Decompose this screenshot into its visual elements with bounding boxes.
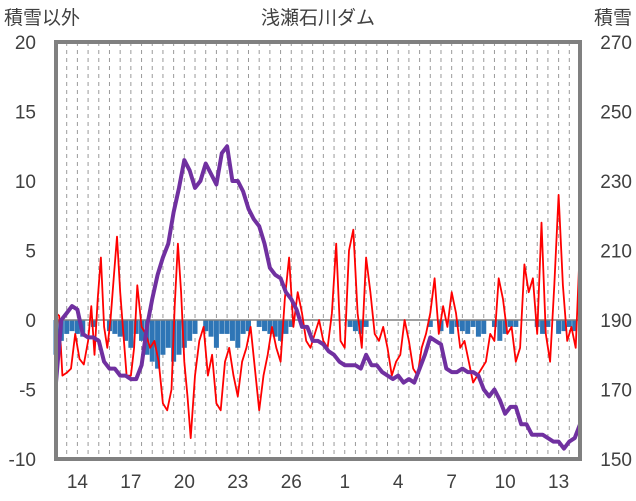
precipitation-bar (540, 320, 546, 334)
precipitation-bar (149, 320, 155, 362)
grid-lines (66, 42, 570, 459)
precipitation-bar (497, 320, 503, 341)
precipitation-bar (155, 320, 161, 369)
precipitation-bar (133, 320, 139, 334)
precipitation-bar (235, 320, 241, 348)
precipitation-bar (203, 320, 209, 332)
precipitation-bar (224, 320, 230, 334)
precipitation-bar (272, 320, 278, 337)
right-axis-label: 積雪 (594, 7, 632, 29)
x-tick-label: 17 (120, 472, 141, 493)
precipitation-bar (427, 320, 433, 327)
precipitation-bar (561, 320, 567, 332)
precipitation-bar (256, 320, 262, 327)
precipitation-bar (219, 320, 225, 334)
precipitation-bar (267, 320, 273, 334)
right-tick-label: 250 (600, 103, 632, 124)
precipitation-bar (556, 320, 562, 334)
precipitation-bar (566, 320, 572, 327)
precipitation-bar (475, 320, 481, 337)
x-axis-ticks: 14 17 20 23 26 1 4 7 10 13 (67, 472, 569, 493)
left-tick-label: 10 (15, 172, 36, 193)
left-tick-label: 5 (25, 242, 36, 263)
precipitation-bar (160, 320, 166, 355)
right-tick-label: 270 (600, 33, 632, 54)
left-tick-label: 20 (15, 33, 36, 54)
x-tick-label: 10 (495, 472, 516, 493)
left-axis-ticks: 20 15 10 5 0 -5 -10 (9, 33, 36, 471)
precipitation-bar (502, 320, 508, 334)
precipitation-bar (139, 320, 145, 341)
precipitation-bar (208, 320, 214, 337)
snow-depth-line (54, 144, 582, 451)
right-tick-label: 150 (600, 450, 632, 471)
x-tick-label: 20 (174, 472, 195, 493)
precipitation-bar (491, 320, 497, 327)
precipitation-bar (181, 320, 187, 348)
precipitation-bar (481, 320, 487, 334)
precipitation-bar (459, 320, 465, 332)
precipitation-bar (112, 320, 118, 334)
x-tick-label: 1 (339, 472, 350, 493)
precipitation-bar (69, 320, 75, 332)
chart-title: 浅瀬石川ダム (261, 7, 375, 29)
left-axis-label: 積雪以外 (4, 7, 80, 29)
right-tick-label: 190 (600, 311, 632, 332)
precipitation-bar (363, 320, 369, 327)
x-tick-label: 26 (281, 472, 302, 493)
precipitation-bars (53, 320, 578, 369)
precipitation-bar (117, 320, 123, 337)
precipitation-bar (507, 320, 513, 327)
precipitation-bar (128, 320, 134, 348)
precipitation-bar (229, 320, 235, 341)
temperature-line (55, 194, 581, 439)
precipitation-bar (288, 320, 294, 327)
precipitation-bar (470, 320, 476, 327)
precipitation-bar (74, 320, 80, 334)
precipitation-bar (90, 320, 96, 327)
precipitation-bar (192, 320, 198, 334)
precipitation-bar (358, 320, 364, 334)
left-tick-label: 15 (15, 103, 36, 124)
precipitation-bar (245, 320, 251, 332)
x-tick-label: 14 (67, 472, 89, 493)
precipitation-bar (465, 320, 471, 334)
precipitation-bar (165, 320, 171, 348)
precipitation-bar (347, 320, 353, 327)
precipitation-bar (513, 320, 519, 327)
precipitation-bar (176, 320, 182, 355)
right-axis-ticks: 270 250 230 210 190 170 150 (600, 33, 632, 471)
left-tick-label: 0 (25, 311, 36, 332)
precipitation-bar (123, 320, 129, 341)
left-tick-label: -10 (9, 450, 36, 471)
precipitation-bar (64, 320, 70, 334)
precipitation-bar (283, 320, 289, 334)
precipitation-bar (572, 320, 578, 332)
precipitation-bar (240, 320, 246, 334)
precipitation-bar (449, 320, 455, 334)
plot-frame (54, 40, 582, 461)
x-tick-label: 23 (227, 472, 248, 493)
precipitation-bar (352, 320, 358, 332)
left-tick-label: -5 (19, 381, 36, 402)
x-tick-label: 13 (548, 472, 569, 493)
precipitation-bar (545, 320, 551, 327)
precipitation-bar (213, 320, 219, 348)
right-tick-label: 210 (600, 242, 632, 263)
x-tick-label: 7 (446, 472, 457, 493)
right-tick-label: 230 (600, 172, 632, 193)
right-tick-label: 170 (600, 381, 632, 402)
x-tick-label: 4 (393, 472, 404, 493)
precipitation-bar (278, 320, 284, 341)
precipitation-bar (262, 320, 268, 332)
precipitation-bar (187, 320, 193, 341)
